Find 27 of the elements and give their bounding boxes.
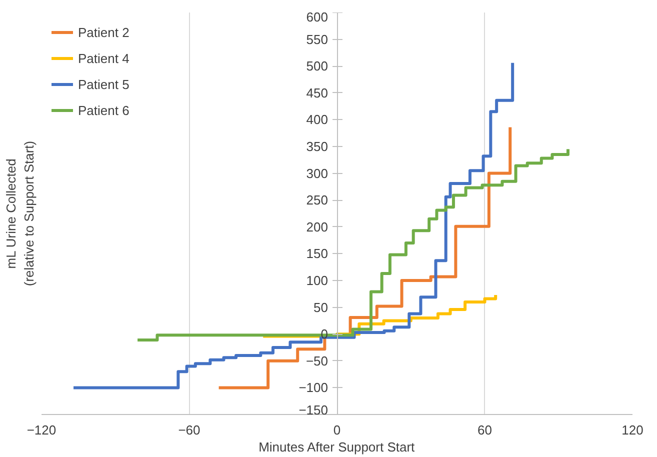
y-tick-label: 300 (306, 166, 328, 181)
legend-label: Patient 2 (78, 24, 130, 40)
x-tick-label: −60 (178, 422, 200, 438)
y-tick-label: −50 (306, 353, 328, 368)
legend-label: Patient 5 (78, 76, 130, 92)
y-tick-label: 250 (306, 192, 328, 208)
x-tick-label: 0 (333, 422, 341, 438)
y-tick-label: 50 (314, 300, 328, 315)
y-tick-label: 550 (306, 32, 328, 47)
y-tick-label: 150 (306, 246, 328, 262)
y-tick-label: −150 (298, 402, 328, 418)
legend-label: Patient 4 (78, 50, 130, 66)
legend-label: Patient 6 (78, 102, 130, 118)
y-tick-label: 500 (306, 58, 328, 74)
y-tick-label: 400 (306, 112, 328, 128)
y-tick-label: 600 (306, 10, 328, 24)
y-tick-label: 0 (320, 326, 328, 342)
x-tick-label: 60 (478, 422, 492, 438)
x-tick-label: 120 (622, 422, 644, 438)
y-axis-title: mL Urine Collected (relative to Support Start) (4, 140, 36, 286)
y-tick-label: −100 (298, 380, 328, 396)
y-tick-label: 200 (306, 219, 328, 234)
x-axis-title: Minutes After Support Start (258, 440, 416, 454)
y-tick-label: 450 (306, 85, 328, 100)
y-tick-label: 100 (306, 273, 328, 288)
x-tick-label: −120 (26, 422, 56, 438)
y-tick-label: 350 (306, 139, 328, 154)
